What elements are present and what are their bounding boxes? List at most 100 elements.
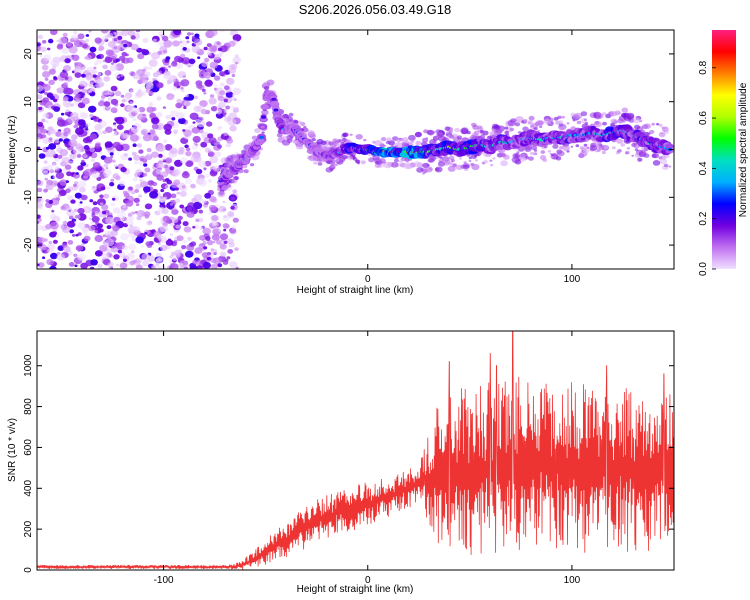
noise-blob — [182, 221, 189, 227]
ridge-halo-blob — [531, 145, 538, 151]
noise-blob — [203, 246, 208, 250]
noise-blob — [67, 240, 74, 245]
noise-blob — [44, 177, 48, 181]
noise-blob — [50, 252, 58, 260]
noise-blob — [212, 240, 216, 244]
spectrogram-xlabel: Height of straight line (km) — [297, 285, 414, 296]
ridge-halo-blob — [551, 154, 554, 157]
x-tick-label: 100 — [564, 575, 581, 586]
noise-blob — [94, 62, 98, 66]
colorbar-scale — [712, 30, 736, 269]
noise-blob — [131, 250, 135, 254]
noise-blob — [51, 209, 55, 213]
noise-blob — [209, 169, 218, 177]
noise-blob — [175, 224, 181, 229]
ridge-halo-blob — [349, 133, 353, 136]
noise-blob — [193, 201, 203, 210]
noise-blob — [187, 64, 191, 68]
noise-blob — [203, 167, 207, 171]
signal-ridge — [216, 79, 674, 198]
noise-blob — [136, 210, 146, 218]
ridge-halo-blob — [360, 160, 366, 165]
noise-blob — [216, 144, 222, 149]
ridge-halo-blob — [663, 163, 669, 168]
noise-blob — [164, 65, 169, 70]
ridge-halo-blob — [393, 158, 399, 163]
noise-blob — [196, 83, 203, 89]
noise-blob — [48, 38, 54, 44]
noise-blob — [77, 119, 86, 126]
noise-blob — [37, 262, 45, 268]
noise-blob — [162, 49, 168, 54]
noise-blob — [89, 266, 95, 269]
noise-blob — [92, 162, 101, 169]
noise-blob — [206, 51, 211, 56]
noise-blob — [234, 54, 239, 58]
noise-blob — [81, 88, 88, 94]
noise-blob — [62, 97, 69, 102]
noise-blob — [129, 134, 139, 142]
noise-blob — [132, 72, 141, 80]
noise-blob — [151, 52, 160, 60]
noise-blob — [52, 162, 56, 166]
noise-blob — [88, 105, 97, 113]
noise-blob — [123, 43, 128, 48]
ridge-halo-blob — [288, 112, 294, 117]
noise-blob — [212, 83, 218, 88]
noise-blob — [230, 196, 235, 201]
noise-blob — [125, 199, 134, 207]
noise-blob — [210, 214, 219, 222]
noise-blob — [59, 149, 69, 157]
noise-region — [37, 30, 242, 269]
noise-blob — [74, 66, 81, 72]
noise-blob — [102, 234, 107, 238]
noise-blob — [205, 236, 211, 241]
noise-blob — [91, 212, 96, 215]
noise-blob — [119, 262, 128, 269]
noise-blob — [197, 56, 201, 59]
noise-blob — [126, 252, 135, 260]
noise-blob — [182, 129, 186, 132]
noise-blob — [208, 151, 215, 157]
noise-blob — [129, 101, 133, 105]
noise-blob — [180, 53, 186, 59]
noise-blob — [83, 145, 90, 150]
noise-blob — [131, 225, 137, 231]
noise-blob — [49, 213, 57, 220]
noise-blob — [229, 32, 234, 35]
ridge-halo-blob — [233, 176, 240, 181]
ridge-core-blob — [261, 115, 266, 119]
noise-blob — [227, 211, 235, 217]
noise-blob — [132, 176, 138, 182]
ridge-halo-blob — [492, 157, 496, 160]
noise-blob — [95, 58, 103, 64]
ridge-halo-blob — [454, 127, 460, 133]
noise-blob — [122, 133, 129, 139]
noise-blob — [183, 226, 192, 233]
ridge-halo-blob — [611, 146, 616, 150]
noise-blob — [42, 112, 49, 119]
noise-blob — [188, 58, 196, 65]
ridge-halo-blob — [231, 180, 236, 184]
ridge-halo-blob — [468, 156, 472, 160]
noise-blob — [140, 77, 148, 84]
noise-blob — [72, 234, 76, 237]
ridge-halo-blob — [443, 161, 450, 166]
noise-blob — [171, 217, 179, 224]
noise-blob — [211, 234, 220, 241]
noise-blob — [89, 92, 94, 96]
ridge-halo-blob — [489, 131, 498, 137]
ridge-outer-blob — [260, 125, 265, 129]
noise-blob — [187, 32, 192, 36]
y-tick-label: 20 — [23, 48, 34, 60]
noise-blob — [49, 265, 57, 269]
noise-blob — [123, 258, 127, 262]
ridge-halo-blob — [528, 156, 534, 161]
noise-blob — [77, 33, 85, 40]
ridge-halo-blob — [533, 149, 538, 152]
ridge-halo-blob — [405, 163, 413, 169]
ridge-halo-blob — [385, 140, 391, 145]
spectrogram-ylabel: Frequency (Hz) — [7, 116, 18, 185]
noise-blob — [55, 172, 65, 179]
